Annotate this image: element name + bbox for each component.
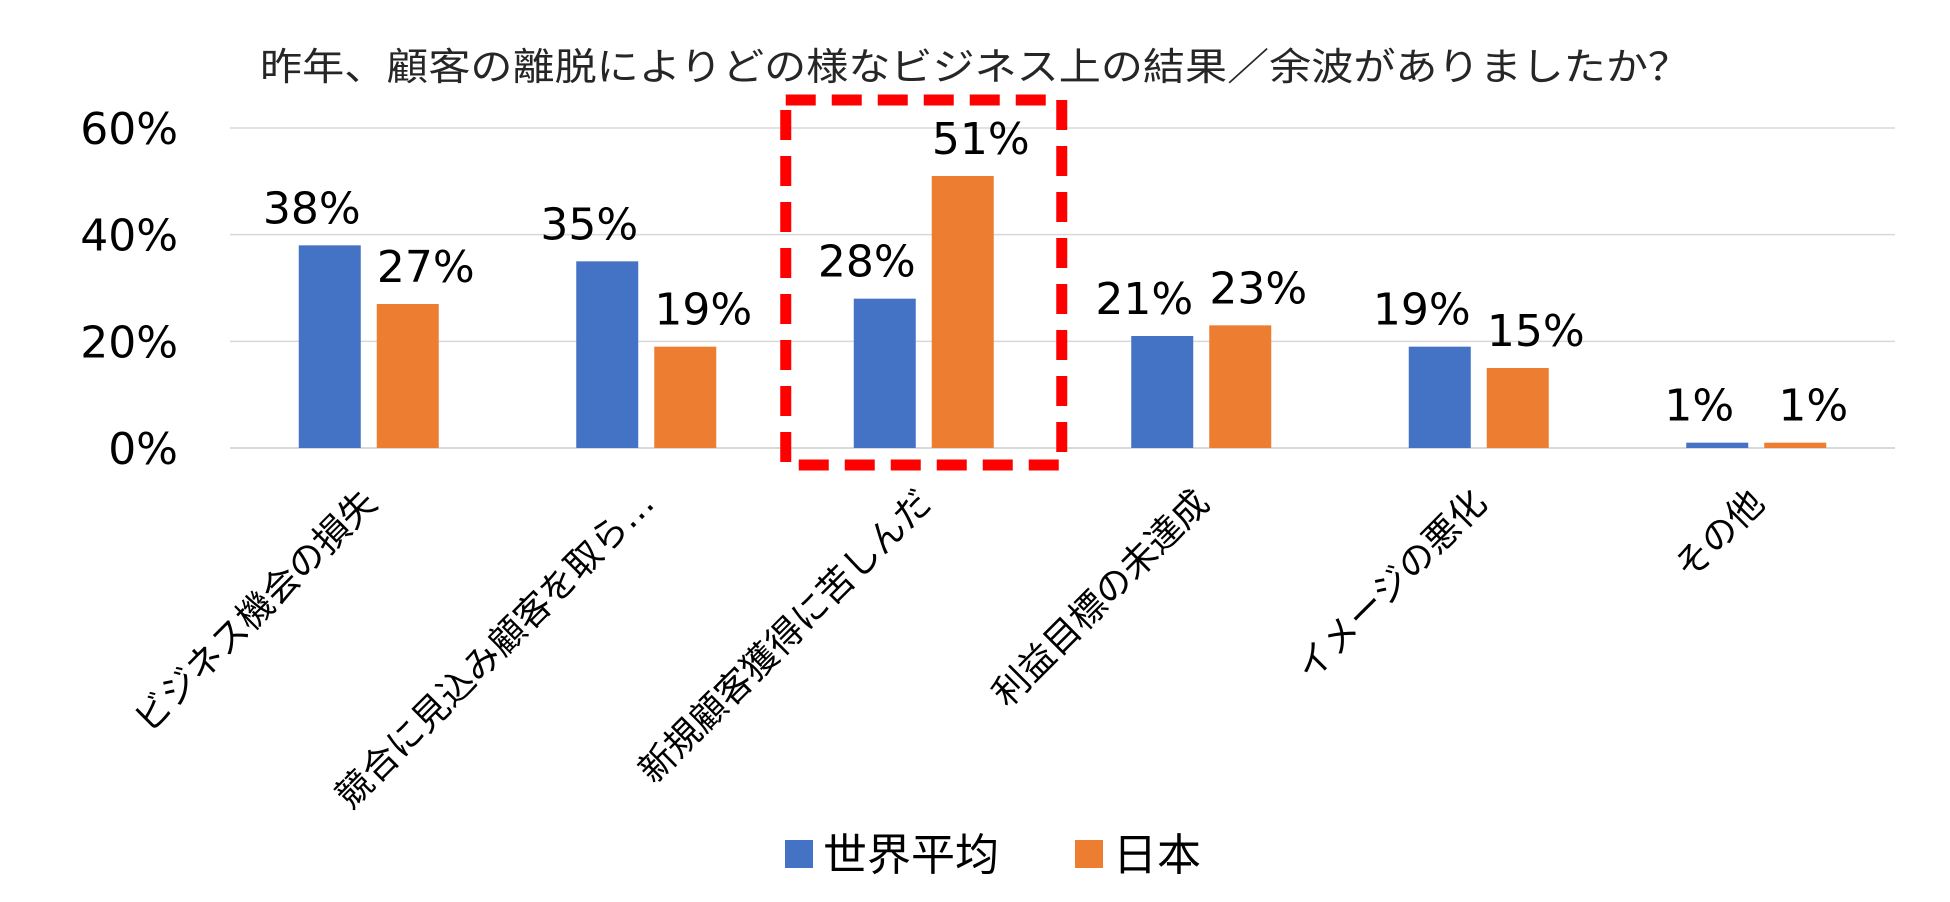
data-label: 21% (1095, 274, 1193, 325)
bar (654, 346, 717, 448)
x-tick-label: イメージの悪化 (1288, 482, 1495, 689)
data-label: 51% (932, 114, 1030, 165)
data-label: 23% (1209, 263, 1307, 314)
bar (1686, 442, 1749, 448)
y-tick-label: 20% (80, 317, 178, 368)
chart-title: 昨年、顧客の離脱によりどの様なビジネス上の結果／余波がありましたか？ (260, 45, 1690, 89)
x-tick-label: ビジネス機会の損失 (127, 482, 385, 740)
bar (576, 261, 639, 448)
bars-layer (298, 176, 1827, 448)
data-label: 38% (263, 183, 361, 234)
y-tick-label: 40% (80, 211, 178, 262)
legend-swatch (785, 840, 813, 868)
data-label: 28% (818, 237, 916, 288)
legend: 世界平均 日本 (785, 830, 1201, 881)
bar (1209, 325, 1272, 448)
data-label: 19% (654, 285, 752, 336)
bar (1131, 336, 1194, 448)
data-label: 27% (377, 242, 475, 293)
legend-label: 日本 (1113, 830, 1201, 881)
legend-swatch (1075, 840, 1103, 868)
bar (1764, 442, 1827, 448)
highlight-layer (780, 94, 1068, 471)
y-tick-label: 0% (108, 424, 178, 475)
y-tick-labels: 0% 20% 40% 60% (80, 104, 178, 475)
x-tick-label: その他 (1667, 482, 1772, 587)
data-label: 35% (540, 199, 638, 250)
data-label: 15% (1487, 306, 1585, 357)
highlight-box (780, 94, 1068, 471)
bar (1408, 346, 1471, 448)
labels-layer: 38% 27% 35% 19% 28% 51% 21% 23% 19% 15% 1% 1% (263, 114, 1848, 432)
bar (931, 176, 994, 448)
x-tick-label: 競合に見込み顧客を取ら… (328, 482, 662, 816)
bar (376, 304, 439, 448)
x-tick-label: 利益目標の未達成 (985, 482, 1218, 715)
bar (853, 298, 916, 448)
data-label: 1% (1778, 381, 1848, 432)
data-label: 19% (1373, 285, 1471, 336)
x-tick-label: 新規顧客獲得に苦しんだ (631, 482, 940, 791)
bar (298, 245, 361, 448)
data-label: 1% (1664, 381, 1734, 432)
y-tick-label: 60% (80, 104, 178, 155)
bar (1486, 368, 1549, 448)
legend-label: 世界平均 (823, 830, 999, 881)
